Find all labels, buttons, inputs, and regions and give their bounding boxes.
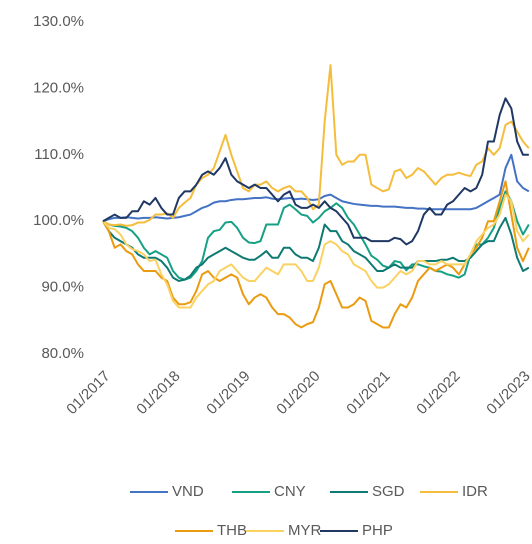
series-line [102,180,530,329]
x-tick-label: 01/2018 [133,368,183,418]
series-line [102,97,529,246]
legend-label: IDR [462,483,488,500]
y-tick-label: 100.0% [33,212,84,229]
legend-label: VND [172,483,204,500]
y-tick-label: 90.0% [41,279,84,296]
series-line [102,193,530,309]
x-tick-label: 01/2017 [63,368,113,418]
plot-area [102,64,530,329]
x-tick-label: 01/2022 [413,368,463,418]
y-tick-label: 110.0% [34,146,84,163]
series-line [102,64,530,227]
y-tick-label: 130.0% [33,13,84,30]
legend-label: SGD [372,483,405,500]
x-tick-label: 01/2019 [203,368,253,418]
series-line [102,216,530,282]
y-tick-label: 80.0% [41,345,84,362]
legend-label: MYR [288,522,322,539]
x-tick-label: 01/2021 [343,368,393,418]
legend-label: THB [217,522,247,539]
y-tick-label: 120.0% [33,79,84,96]
series-line [102,190,530,281]
x-tick-label: 01/2023 [483,368,532,418]
x-tick-label: 01/2020 [273,368,323,418]
legend-label: PHP [362,522,393,539]
legend-label: CNY [274,483,306,500]
